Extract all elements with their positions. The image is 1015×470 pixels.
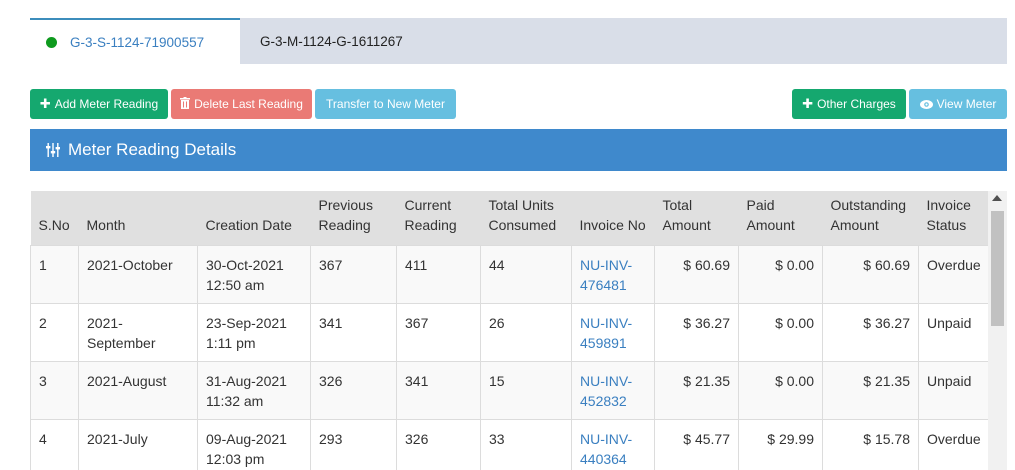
cell-outstanding-amount: $ 15.78: [822, 419, 919, 470]
cell-outstanding-amount: $ 60.69: [822, 245, 919, 304]
table-scrollbar[interactable]: [988, 191, 1007, 470]
cell-month: 2021-July: [78, 419, 198, 470]
cell-previous-reading: 293: [310, 419, 397, 470]
cell-month: 2021-October: [78, 245, 198, 304]
button-label: View Meter: [936, 97, 997, 111]
cell-creation-date: 31-Aug-2021 11:32 am: [197, 361, 311, 420]
tab-label: G-3-M-1124-G-1611267: [260, 33, 403, 49]
meter-readings-table-container: S.No Month Creation Date Previous Readin…: [30, 191, 1007, 470]
cell-outstanding-amount: $ 21.35: [822, 361, 919, 420]
tab-label: G-3-S-1124-71900557: [70, 34, 205, 50]
transfer-to-new-meter-button[interactable]: Transfer to New Meter: [315, 89, 456, 119]
header-outstanding-amount[interactable]: Outstanding Amount: [822, 191, 919, 246]
cell-current-reading: 367: [396, 303, 481, 362]
cell-invoice-status: Overdue: [918, 245, 989, 304]
header-previous-reading[interactable]: Previous Reading: [310, 191, 397, 246]
table-row: 2 2021-September 23-Sep-2021 1:11 pm 341…: [30, 303, 989, 362]
cell-sno: 2: [30, 303, 79, 362]
active-status-dot: [46, 36, 57, 48]
button-label: Other Charges: [817, 97, 896, 111]
cell-units-consumed: 26: [480, 303, 572, 362]
sliders-icon: [46, 143, 60, 157]
cell-total-amount: $ 60.69: [654, 245, 739, 304]
panel-title: Meter Reading Details: [68, 140, 237, 159]
cell-current-reading: 411: [396, 245, 481, 304]
cell-sno: 4: [30, 419, 79, 470]
cell-creation-date: 09-Aug-2021 12:03 pm: [197, 419, 311, 470]
cell-paid-amount: $ 0.00: [738, 245, 823, 304]
scroll-up-arrow-icon[interactable]: [992, 195, 1002, 201]
meter-tabs: G-3-S-1124-71900557 G-3-M-1124-G-1611267: [30, 18, 1007, 64]
header-invoice-no[interactable]: Invoice No: [571, 191, 655, 246]
plus-icon: ✚: [802, 96, 814, 111]
header-month[interactable]: Month: [78, 191, 198, 246]
cell-total-amount: $ 21.35: [654, 361, 739, 420]
invoice-link[interactable]: NU-INV-452832: [571, 361, 655, 420]
cell-previous-reading: 341: [310, 303, 397, 362]
other-charges-button[interactable]: ✚ Other Charges: [792, 89, 906, 119]
cell-previous-reading: 367: [310, 245, 397, 304]
meter-readings-table: S.No Month Creation Date Previous Readin…: [30, 191, 989, 470]
cell-paid-amount: $ 29.99: [738, 419, 823, 470]
view-meter-button[interactable]: View Meter: [909, 89, 1007, 119]
cell-month: 2021-August: [78, 361, 198, 420]
header-invoice-status[interactable]: Invoice Status: [918, 191, 989, 246]
eye-icon: [919, 97, 933, 112]
cell-total-amount: $ 36.27: [654, 303, 739, 362]
cell-paid-amount: $ 0.00: [738, 361, 823, 420]
trash-icon: [180, 96, 191, 112]
header-total-amount[interactable]: Total Amount: [654, 191, 739, 246]
tab-meter-1[interactable]: G-3-S-1124-71900557: [30, 18, 240, 64]
header-creation-date[interactable]: Creation Date: [197, 191, 311, 246]
plus-icon: ✚: [39, 96, 51, 111]
cell-total-amount: $ 45.77: [654, 419, 739, 470]
table-header-row: S.No Month Creation Date Previous Readin…: [30, 191, 989, 246]
scrollbar-thumb[interactable]: [991, 211, 1004, 326]
cell-previous-reading: 326: [310, 361, 397, 420]
header-sno[interactable]: S.No: [30, 191, 79, 246]
delete-last-reading-button[interactable]: Delete Last Reading: [171, 89, 312, 119]
invoice-link[interactable]: NU-INV-440364: [571, 419, 655, 470]
cell-invoice-status: Unpaid: [918, 303, 989, 362]
cell-invoice-status: Overdue: [918, 419, 989, 470]
cell-creation-date: 23-Sep-2021 1:11 pm: [197, 303, 311, 362]
cell-paid-amount: $ 0.00: [738, 303, 823, 362]
tab-meter-2[interactable]: G-3-M-1124-G-1611267: [260, 18, 403, 64]
table-row: 1 2021-October 30-Oct-2021 12:50 am 367 …: [30, 245, 989, 304]
header-paid-amount[interactable]: Paid Amount: [738, 191, 823, 246]
cell-invoice-status: Unpaid: [918, 361, 989, 420]
header-current-reading[interactable]: Current Reading: [396, 191, 481, 246]
invoice-link[interactable]: NU-INV-459891: [571, 303, 655, 362]
invoice-link[interactable]: NU-INV-476481: [571, 245, 655, 304]
panel-header: Meter Reading Details: [30, 129, 1007, 171]
button-label: Delete Last Reading: [194, 97, 303, 111]
add-meter-reading-button[interactable]: ✚ Add Meter Reading: [30, 89, 168, 119]
cell-current-reading: 326: [396, 419, 481, 470]
cell-units-consumed: 15: [480, 361, 572, 420]
table-row: 3 2021-August 31-Aug-2021 11:32 am 326 3…: [30, 361, 989, 420]
cell-sno: 3: [30, 361, 79, 420]
header-total-units-consumed[interactable]: Total Units Consumed: [480, 191, 572, 246]
cell-current-reading: 341: [396, 361, 481, 420]
cell-creation-date: 30-Oct-2021 12:50 am: [197, 245, 311, 304]
button-label: Transfer to New Meter: [326, 97, 445, 111]
button-label: Add Meter Reading: [54, 97, 159, 111]
cell-units-consumed: 33: [480, 419, 572, 470]
cell-units-consumed: 44: [480, 245, 572, 304]
cell-sno: 1: [30, 245, 79, 304]
cell-month: 2021-September: [78, 303, 198, 362]
cell-outstanding-amount: $ 36.27: [822, 303, 919, 362]
table-row: 4 2021-July 09-Aug-2021 12:03 pm 293 326…: [30, 419, 989, 470]
